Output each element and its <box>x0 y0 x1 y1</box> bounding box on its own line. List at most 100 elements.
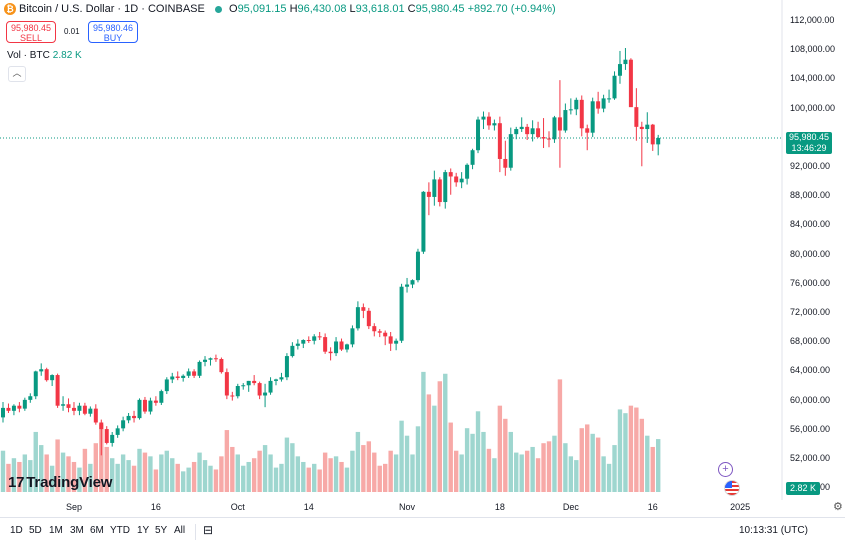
volume-bar <box>241 465 246 492</box>
volume-bar <box>137 448 142 492</box>
candle-body <box>306 340 311 342</box>
time-tick-label: Dec <box>562 502 579 512</box>
volume-bar <box>131 465 137 492</box>
utc-clock[interactable]: 10:13:31 (UTC) <box>739 525 808 536</box>
time-axis[interactable]: Sep 16 Oct 14 Nov 18 Dec 16 2025 <box>0 500 780 518</box>
symbol-title[interactable]: Bitcoin / U.S. Dollar · 1D · COINBASE <box>19 3 205 15</box>
candle-body <box>525 126 530 135</box>
range-ytd-button[interactable]: YTD <box>110 525 130 536</box>
volume-bar <box>486 448 492 492</box>
volume-tag: 2.82 K <box>786 482 820 495</box>
spread-value: 0.01 <box>64 27 80 36</box>
candle-body <box>241 385 246 387</box>
gear-icon[interactable]: ⚙ <box>833 501 843 513</box>
candle-body <box>634 107 639 127</box>
candle-body <box>530 128 535 135</box>
range-3m-button[interactable]: 3M <box>70 525 84 536</box>
candle-body <box>448 172 453 177</box>
candlestick-chart[interactable] <box>0 0 845 520</box>
volume-bar <box>246 461 251 492</box>
bitcoin-icon: ₿ <box>4 3 16 15</box>
price-axis[interactable]: 112,000.00 108,000.00 104,000.00 100,000.00… <box>782 0 845 505</box>
chevron-up-icon[interactable]: ︿ <box>8 66 26 82</box>
volume-bar <box>44 454 49 492</box>
price-tick-label: 72,000.00 <box>790 307 831 317</box>
volume-bar <box>301 461 306 492</box>
volume-legend[interactable]: Vol · BTC 2.82 K <box>7 50 82 61</box>
candle-body <box>541 137 546 139</box>
candle-body <box>563 110 568 131</box>
volume-bar <box>443 373 448 492</box>
candle-body <box>547 138 551 140</box>
candle-body <box>328 351 333 354</box>
calendar-icon[interactable]: ⊟ <box>203 523 214 537</box>
volume-bar <box>322 452 328 492</box>
candle-body <box>405 284 410 287</box>
candle-body <box>274 379 278 381</box>
sell-button[interactable]: 95,980.45 SELL <box>6 21 56 43</box>
range-1m-button[interactable]: 1M <box>49 525 63 536</box>
price-tick-label: 52,000.00 <box>790 453 831 463</box>
tradingview-logo-icon: 17 <box>8 474 25 491</box>
tradingview-logo[interactable]: 17 TradingView <box>8 474 112 491</box>
candle-body <box>99 422 104 430</box>
candle-body <box>126 415 131 421</box>
range-5y-button[interactable]: 5Y <box>155 525 168 536</box>
volume-bar <box>595 437 601 492</box>
candle-body <box>257 383 262 396</box>
volume-bar <box>366 441 372 492</box>
candle-body <box>585 128 590 133</box>
open-value: 95,091.15 <box>237 3 287 15</box>
volume-bar <box>224 430 230 492</box>
volume-bar <box>552 435 557 492</box>
candle-body <box>1 407 5 418</box>
volume-bar <box>33 431 38 492</box>
sell-price: 95,980.45 <box>10 23 52 33</box>
volume-bar <box>656 439 661 492</box>
volume-bar <box>148 456 153 492</box>
range-1d-button[interactable]: 1D <box>10 525 23 536</box>
candle-body <box>568 109 573 111</box>
range-1y-button[interactable]: 1Y <box>137 525 150 536</box>
volume-bar <box>66 456 71 492</box>
add-event-icon[interactable]: + <box>718 462 733 477</box>
volume-bar <box>481 431 486 492</box>
candle-body <box>132 415 137 419</box>
candle-body <box>394 340 399 344</box>
us-flag-icon[interactable] <box>724 480 740 496</box>
candle-body <box>181 375 186 378</box>
price-candles <box>1 48 661 456</box>
price-tick-label: 84,000.00 <box>790 219 831 230</box>
candle-body <box>28 396 33 400</box>
volume-bar <box>295 456 301 492</box>
volume-bar <box>503 418 508 492</box>
candle-body <box>426 191 431 197</box>
candle-body <box>650 124 655 145</box>
buy-button[interactable]: 95,980.46 BUY <box>88 21 138 43</box>
candle-body <box>552 117 557 140</box>
range-all-button[interactable]: All <box>174 525 186 536</box>
range-5d-button[interactable]: 5D <box>29 525 42 536</box>
candle-body <box>82 405 87 414</box>
candle-body <box>22 399 27 409</box>
candle-body <box>55 375 60 406</box>
price-tick-label: 76,000.00 <box>790 277 831 288</box>
bar-countdown: 13:46:29 <box>791 143 827 153</box>
volume-bar <box>355 431 361 492</box>
candle-body <box>279 377 284 380</box>
candle-body <box>497 123 502 159</box>
volume-bar <box>120 454 126 492</box>
range-6m-button[interactable]: 6M <box>90 525 104 536</box>
volume-bar <box>0 450 6 492</box>
price-tick-label: 100,000.00 <box>790 102 836 113</box>
tradingview-logo-text: TradingView <box>26 474 113 491</box>
price-tick-label: 92,000.00 <box>790 161 831 171</box>
candle-body <box>268 380 273 393</box>
candle-body <box>230 395 235 397</box>
volume-bar <box>453 450 459 492</box>
volume-bar <box>437 381 442 492</box>
market-status-icon[interactable] <box>215 6 222 13</box>
candle-body <box>355 307 360 329</box>
time-tick-label: 18 <box>494 502 505 512</box>
volume-bar <box>426 394 432 492</box>
